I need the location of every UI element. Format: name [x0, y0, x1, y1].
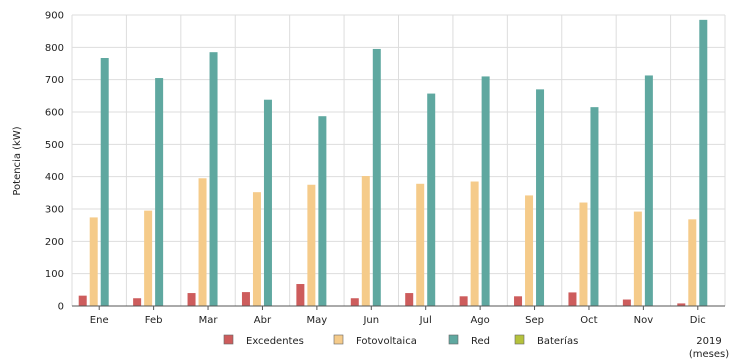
bar-red-oct — [590, 107, 599, 307]
y-tick-label: 300 — [45, 205, 64, 216]
bar-excedentes-ene — [78, 295, 87, 306]
x-axis-year-label: 2019 — [696, 336, 721, 347]
bar-excedentes-nov — [622, 299, 631, 306]
bar-red-sep — [536, 89, 545, 306]
x-tick-label: Jul — [419, 315, 432, 326]
x-tick-label: Ene — [90, 315, 109, 326]
bar-fotovoltaica-dic — [688, 219, 697, 306]
bar-fotovoltaica-abr — [252, 192, 261, 306]
x-axis-ticks: Ene Feb Mar Abr May Jun Jul Ago Sep Oct Nov Dic — [90, 306, 706, 326]
bar-excedentes-ago — [459, 296, 468, 306]
x-tick-label: Jun — [362, 315, 379, 326]
x-tick-label: Abr — [254, 315, 272, 326]
bar-excedentes-dic — [677, 303, 686, 306]
x-axis-unit-label: (meses) — [689, 349, 729, 360]
grid-lines — [71, 14, 726, 307]
y-axis-ticks: 0 100 200 300 400 500 600 700 800 900 — [45, 11, 64, 313]
bar-fotovoltaica-ago — [470, 181, 479, 306]
bar-red-jul — [427, 93, 436, 306]
bar-red-nov — [644, 75, 653, 306]
legend-swatch-1 — [333, 334, 344, 345]
bar-red-jun — [372, 48, 381, 306]
bar-red-ago — [481, 76, 490, 306]
legend-swatch-3 — [514, 334, 525, 345]
legend-label-2: Red — [471, 336, 490, 347]
legend: Excedentes Fotovoltaica Red Baterías — [223, 334, 578, 347]
x-tick-label: May — [307, 315, 328, 326]
x-tick-label: Oct — [580, 315, 597, 326]
legend-label-1: Fotovoltaica — [356, 336, 417, 347]
bar-fotovoltaica-oct — [579, 202, 588, 306]
bar-fotovoltaica-may — [307, 184, 316, 306]
bars — [78, 19, 708, 307]
bar-red-mar — [209, 52, 218, 306]
y-tick-label: 900 — [45, 11, 64, 22]
y-tick-label: 100 — [45, 269, 64, 280]
legend-label-3: Baterías — [537, 335, 578, 347]
bar-fotovoltaica-feb — [144, 210, 153, 306]
bar-red-abr — [263, 99, 272, 306]
bar-excedentes-may — [296, 284, 305, 306]
bar-fotovoltaica-mar — [198, 178, 207, 306]
y-axis-label: Potencia (kW) — [12, 126, 23, 195]
y-tick-label: 800 — [45, 43, 64, 54]
bar-excedentes-sep — [514, 296, 523, 306]
x-tick-label: Feb — [145, 315, 163, 326]
legend-label-0: Excedentes — [246, 336, 304, 347]
x-tick-label: Mar — [199, 315, 219, 326]
y-tick-label: 600 — [45, 108, 64, 119]
y-tick-label: 400 — [45, 172, 64, 183]
x-tick-label: Sep — [525, 315, 544, 326]
bar-fotovoltaica-sep — [525, 195, 534, 306]
bar-excedentes-mar — [187, 293, 196, 306]
x-tick-label: Dic — [690, 315, 706, 326]
x-tick-label: Nov — [634, 315, 654, 326]
bar-excedentes-jun — [350, 298, 359, 306]
legend-swatch-2 — [448, 334, 459, 345]
bar-red-feb — [155, 78, 164, 306]
bar-excedentes-jul — [405, 293, 414, 306]
bar-red-may — [318, 116, 327, 306]
bar-excedentes-feb — [133, 298, 142, 306]
bar-fotovoltaica-nov — [633, 211, 642, 306]
y-tick-label: 0 — [58, 302, 64, 313]
bar-fotovoltaica-jul — [416, 183, 425, 306]
bar-excedentes-oct — [568, 292, 577, 306]
y-tick-label: 200 — [45, 237, 64, 248]
legend-swatch-0 — [223, 334, 234, 345]
x-tick-label: Ago — [470, 315, 489, 326]
y-tick-label: 700 — [45, 75, 64, 86]
bar-excedentes-abr — [241, 292, 250, 306]
bar-fotovoltaica-ene — [89, 217, 98, 306]
y-tick-label: 500 — [45, 140, 64, 151]
bar-red-dic — [699, 19, 708, 306]
bar-red-ene — [100, 58, 109, 307]
bar-fotovoltaica-jun — [361, 176, 370, 306]
